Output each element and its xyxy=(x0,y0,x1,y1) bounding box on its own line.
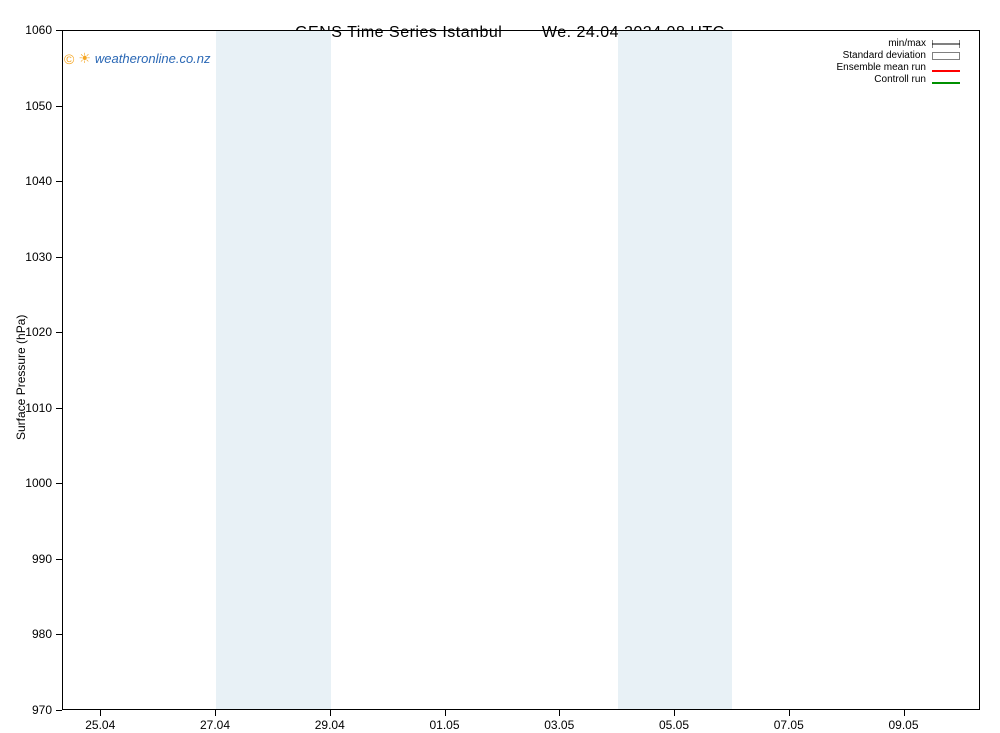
y-tick-label: 1060 xyxy=(25,23,52,37)
weekend-shade xyxy=(216,31,331,709)
legend-swatch xyxy=(932,82,960,84)
x-tick-label: 27.04 xyxy=(200,718,230,732)
x-tick-label: 07.05 xyxy=(774,718,804,732)
y-tick-mark xyxy=(56,106,62,107)
chart-legend: min/maxStandard deviationEnsemble mean r… xyxy=(837,38,961,86)
watermark: ©☀ weatheronline.co.nz xyxy=(64,50,211,67)
legend-row: min/max xyxy=(837,38,961,50)
x-tick-mark xyxy=(445,710,446,716)
y-tick-mark xyxy=(56,257,62,258)
x-tick-label: 01.05 xyxy=(430,718,460,732)
legend-swatch xyxy=(932,39,960,49)
x-tick-mark xyxy=(215,710,216,716)
watermark-text: weatheronline.co.nz xyxy=(95,51,211,66)
legend-row: Standard deviation xyxy=(837,50,961,62)
x-tick-label: 05.05 xyxy=(659,718,689,732)
legend-row: Controll run xyxy=(837,74,961,86)
sun-icon: © xyxy=(64,51,74,67)
y-tick-mark xyxy=(56,181,62,182)
legend-swatch xyxy=(932,70,960,72)
y-tick-mark xyxy=(56,559,62,560)
plot-area xyxy=(62,30,980,710)
y-tick-label: 980 xyxy=(32,627,52,641)
sun-icon: ☀ xyxy=(78,50,91,67)
y-tick-label: 1000 xyxy=(25,476,52,490)
y-tick-label: 990 xyxy=(32,552,52,566)
y-tick-mark xyxy=(56,483,62,484)
y-tick-label: 1020 xyxy=(25,325,52,339)
y-tick-mark xyxy=(56,408,62,409)
x-tick-mark xyxy=(100,710,101,716)
legend-row: Ensemble mean run xyxy=(837,62,961,74)
x-tick-mark xyxy=(559,710,560,716)
y-tick-label: 1040 xyxy=(25,174,52,188)
y-tick-label: 1010 xyxy=(25,401,52,415)
y-tick-label: 1030 xyxy=(25,250,52,264)
x-tick-label: 09.05 xyxy=(889,718,919,732)
legend-swatch xyxy=(932,52,960,60)
x-tick-mark xyxy=(674,710,675,716)
legend-label: min/max xyxy=(888,38,926,50)
y-tick-mark xyxy=(56,634,62,635)
legend-label: Ensemble mean run xyxy=(837,62,927,74)
y-tick-label: 1050 xyxy=(25,99,52,113)
weekend-shade xyxy=(618,31,733,709)
x-tick-mark xyxy=(330,710,331,716)
y-tick-mark xyxy=(56,332,62,333)
y-tick-label: 970 xyxy=(32,703,52,717)
x-tick-label: 25.04 xyxy=(85,718,115,732)
y-tick-mark xyxy=(56,30,62,31)
legend-label: Standard deviation xyxy=(843,50,926,62)
chart-root: GENS Time Series Istanbul We. 24.04.2024… xyxy=(0,0,1000,733)
x-tick-label: 03.05 xyxy=(544,718,574,732)
x-tick-label: 29.04 xyxy=(315,718,345,732)
x-tick-mark xyxy=(904,710,905,716)
legend-label: Controll run xyxy=(874,74,926,86)
x-tick-mark xyxy=(789,710,790,716)
y-tick-mark xyxy=(56,710,62,711)
